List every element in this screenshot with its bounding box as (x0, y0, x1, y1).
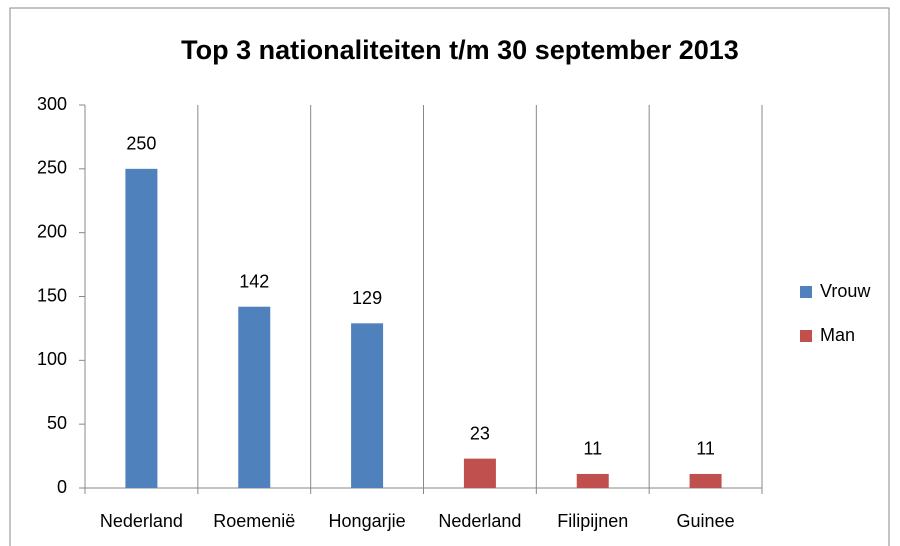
bar (238, 306, 271, 488)
data-label: 142 (239, 271, 269, 291)
legend-swatch (800, 330, 812, 342)
data-label: 129 (352, 288, 382, 308)
y-tick-label: 100 (37, 349, 67, 369)
y-tick-label: 250 (37, 158, 67, 178)
y-tick-label: 150 (37, 285, 67, 305)
bar (576, 473, 609, 488)
y-tick-label: 200 (37, 221, 67, 241)
bar (463, 458, 496, 488)
legend-swatch (800, 286, 812, 298)
chart-title: Top 3 nationaliteiten t/m 30 september 2… (181, 35, 739, 65)
y-tick-label: 300 (37, 94, 67, 114)
x-tick-label: Nederland (438, 511, 521, 531)
bar (125, 168, 158, 489)
data-label: 11 (583, 439, 602, 459)
x-tick-label: Guinee (677, 511, 735, 531)
bar (689, 473, 722, 488)
y-tick-label: 0 (57, 477, 67, 497)
data-label: 23 (470, 423, 490, 443)
x-tick-label: Filipijnen (557, 511, 628, 531)
data-label: 11 (696, 439, 715, 459)
x-tick-label: Hongarjie (329, 511, 406, 531)
data-label: 250 (126, 134, 156, 154)
x-tick-label: Roemenië (213, 511, 295, 531)
bar (351, 323, 384, 488)
x-tick-label: Nederland (100, 511, 183, 531)
legend-label: Man (820, 325, 855, 345)
y-tick-label: 50 (47, 413, 67, 433)
legend-label: Vrouw (820, 281, 871, 301)
